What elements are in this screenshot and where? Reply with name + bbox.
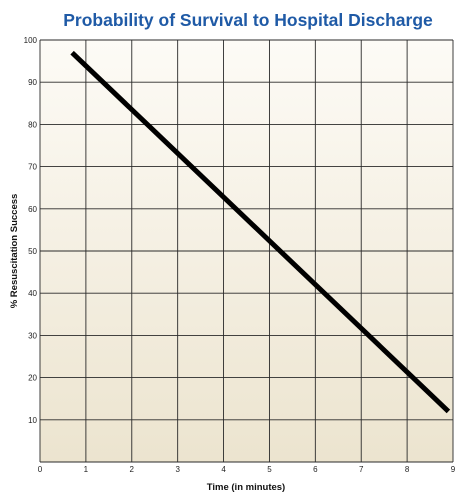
x-tick-label: 1: [84, 465, 89, 474]
series-group: [70, 50, 451, 414]
x-tick-label: 3: [175, 465, 180, 474]
y-tick-label: 80: [28, 120, 37, 129]
y-axis-label: % Resuscitation Success: [9, 194, 20, 309]
y-tick-label: 20: [28, 374, 37, 383]
y-tick-label: 60: [28, 205, 37, 214]
x-tick-label: 8: [405, 465, 410, 474]
y-axis-ticks: 10 20 30 40 50 60 70 80 90 100: [24, 36, 38, 425]
x-axis-label: Time (in minutes): [207, 482, 285, 493]
x-axis-ticks: 0 1 2 3 4 5 6 7 8 9: [38, 465, 456, 474]
x-tick-label: 5: [267, 465, 272, 474]
y-tick-label: 50: [28, 247, 37, 256]
series-line-0: [70, 50, 451, 414]
x-tick-label: 0: [38, 465, 43, 474]
y-tick-label: 30: [28, 331, 37, 340]
y-tick-label: 90: [28, 78, 37, 87]
x-tick-label: 7: [359, 465, 364, 474]
y-tick-label: 100: [24, 36, 38, 45]
x-tick-label: 4: [221, 465, 226, 474]
x-tick-label: 6: [313, 465, 318, 474]
y-tick-label: 70: [28, 163, 37, 172]
x-tick-label: 9: [451, 465, 456, 474]
chart-title: Probability of Survival to Hospital Disc…: [63, 10, 433, 30]
x-tick-label: 2: [130, 465, 135, 474]
y-tick-label: 10: [28, 416, 37, 425]
y-tick-label: 40: [28, 289, 37, 298]
